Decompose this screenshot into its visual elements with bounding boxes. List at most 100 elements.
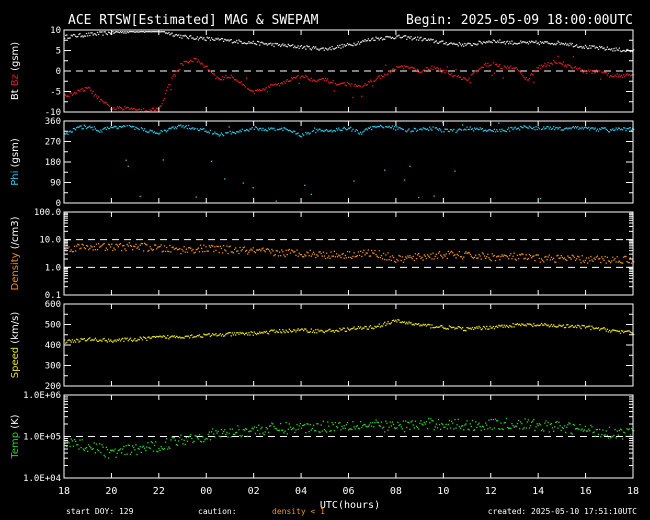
data-point xyxy=(602,127,604,129)
data-point xyxy=(223,135,225,137)
data-point xyxy=(187,124,190,127)
data-point xyxy=(65,133,67,135)
data-point xyxy=(431,129,433,131)
data-point xyxy=(281,44,283,46)
data-point xyxy=(500,130,502,133)
data-point xyxy=(176,34,179,37)
data-point xyxy=(301,328,304,330)
data-point xyxy=(513,127,515,129)
data-point xyxy=(242,332,244,334)
data-point xyxy=(107,31,110,33)
data-point xyxy=(94,337,96,339)
data-point xyxy=(558,257,560,259)
data-point xyxy=(353,426,355,428)
data-point xyxy=(433,327,435,329)
data-point xyxy=(152,336,155,338)
data-point xyxy=(297,45,299,47)
data-point xyxy=(184,443,186,445)
data-point xyxy=(273,84,275,86)
data-point xyxy=(333,331,335,333)
data-point xyxy=(121,452,123,454)
data-point xyxy=(332,80,334,82)
data-point xyxy=(529,425,532,427)
data-point xyxy=(176,336,179,338)
data-point xyxy=(584,70,587,72)
data-point xyxy=(199,36,202,38)
data-point xyxy=(212,72,214,75)
data-point xyxy=(78,448,80,450)
data-point xyxy=(265,87,267,89)
data-point xyxy=(335,329,338,331)
data-point xyxy=(199,336,202,338)
data-point xyxy=(433,41,435,44)
data-point xyxy=(569,127,571,129)
data-point xyxy=(123,125,125,127)
data-point xyxy=(305,131,307,134)
data-point xyxy=(446,128,448,130)
data-point xyxy=(472,257,475,259)
data-point xyxy=(134,108,136,110)
data-point xyxy=(229,130,231,132)
data-point xyxy=(114,108,116,111)
data-point xyxy=(246,128,248,131)
data-point xyxy=(338,330,340,333)
data-point xyxy=(360,326,362,328)
data-point xyxy=(137,31,139,33)
data-point xyxy=(555,326,557,328)
data-point xyxy=(578,67,580,70)
data-point xyxy=(453,326,455,328)
data-point xyxy=(343,257,345,259)
data-point xyxy=(157,451,159,453)
data-point xyxy=(521,323,523,325)
data-point xyxy=(135,109,137,111)
data-point xyxy=(353,252,355,254)
data-point xyxy=(326,129,328,131)
data-point xyxy=(380,74,383,77)
data-point xyxy=(589,70,591,73)
data-point xyxy=(477,128,479,130)
data-point xyxy=(534,69,536,72)
data-point xyxy=(338,254,340,256)
data-point xyxy=(327,330,329,332)
data-point xyxy=(567,324,569,326)
data-point xyxy=(113,126,115,128)
data-point xyxy=(383,127,385,129)
data-point xyxy=(295,331,297,333)
data-point xyxy=(453,428,455,430)
data-point xyxy=(337,330,339,332)
data-point xyxy=(133,107,135,110)
data-point xyxy=(460,45,463,47)
data-point xyxy=(189,61,191,63)
data-point xyxy=(568,45,570,47)
data-point xyxy=(444,426,446,428)
data-point xyxy=(267,248,270,251)
data-point xyxy=(305,432,307,434)
data-point xyxy=(134,246,136,248)
data-point xyxy=(258,129,260,131)
data-point xyxy=(123,108,125,111)
data-point xyxy=(295,77,297,79)
data-point xyxy=(259,44,261,46)
data-point xyxy=(506,325,509,328)
data-point xyxy=(217,334,219,337)
data-point xyxy=(107,127,110,130)
data-point xyxy=(593,71,595,73)
data-point xyxy=(182,337,184,339)
data-point xyxy=(107,457,110,459)
data-point xyxy=(453,42,455,44)
data-point xyxy=(398,126,400,129)
data-point xyxy=(619,75,622,78)
data-point xyxy=(134,338,136,340)
data-point xyxy=(365,40,367,42)
data-point xyxy=(520,421,522,423)
data-point xyxy=(226,333,228,335)
data-point xyxy=(139,336,141,338)
data-point xyxy=(623,49,625,52)
data-point xyxy=(490,327,492,329)
data-point xyxy=(627,429,629,431)
data-point xyxy=(549,423,551,426)
data-point xyxy=(456,424,458,426)
data-point xyxy=(282,329,284,331)
data-point xyxy=(103,102,105,104)
